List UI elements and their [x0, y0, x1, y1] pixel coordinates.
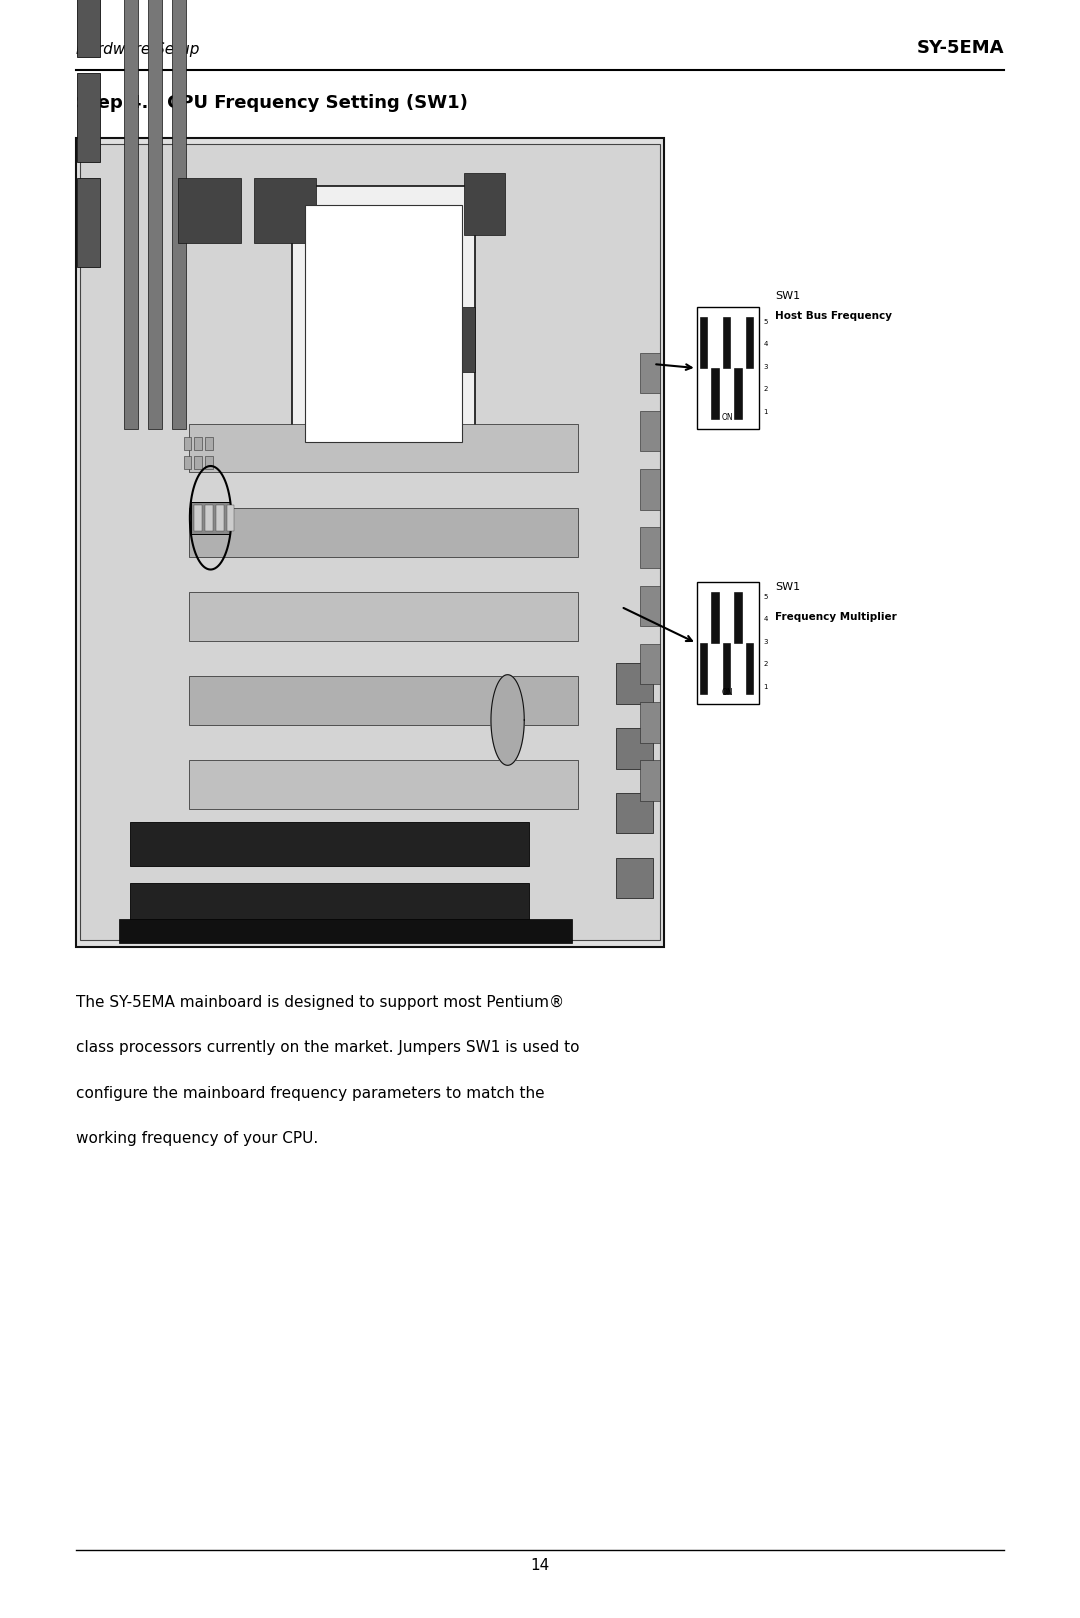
- Bar: [119, 919, 572, 943]
- Bar: [254, 178, 316, 243]
- Bar: [421, 307, 475, 372]
- Bar: [745, 317, 753, 369]
- Bar: [305, 205, 462, 442]
- Bar: [130, 822, 529, 866]
- Bar: [640, 644, 660, 684]
- Bar: [734, 369, 742, 419]
- Bar: [723, 644, 730, 694]
- Bar: [712, 369, 719, 419]
- Bar: [189, 424, 578, 472]
- Text: 3: 3: [764, 364, 768, 371]
- Text: configure the mainboard frequency parameters to match the: configure the mainboard frequency parame…: [76, 1086, 544, 1100]
- Bar: [745, 644, 753, 694]
- Bar: [616, 858, 653, 898]
- Text: 5: 5: [764, 319, 768, 325]
- Text: The SY-5EMA mainboard is designed to support most Pentium®: The SY-5EMA mainboard is designed to sup…: [76, 995, 564, 1010]
- Bar: [205, 456, 213, 469]
- Bar: [616, 663, 653, 704]
- Text: 3: 3: [764, 639, 768, 646]
- Bar: [172, 0, 186, 429]
- Bar: [640, 353, 660, 393]
- Bar: [697, 307, 759, 429]
- Text: SY-5EMA: SY-5EMA: [917, 39, 1004, 57]
- Text: SW1: SW1: [775, 582, 800, 592]
- Text: Hardware Setup: Hardware Setup: [76, 42, 199, 57]
- Bar: [712, 592, 719, 644]
- Bar: [124, 0, 138, 429]
- Bar: [178, 178, 241, 243]
- Bar: [189, 592, 578, 641]
- Bar: [640, 527, 660, 568]
- Bar: [205, 437, 213, 450]
- Bar: [189, 508, 578, 557]
- Bar: [292, 186, 475, 461]
- Bar: [640, 469, 660, 510]
- Bar: [194, 456, 202, 469]
- Text: 1: 1: [764, 409, 768, 414]
- Polygon shape: [491, 675, 524, 765]
- Bar: [640, 586, 660, 626]
- Text: SW1: SW1: [775, 291, 800, 301]
- Text: 1: 1: [764, 684, 768, 689]
- Bar: [205, 505, 213, 531]
- Bar: [700, 644, 707, 694]
- Bar: [616, 793, 653, 833]
- Text: ON: ON: [723, 413, 733, 422]
- Text: class processors currently on the market. Jumpers SW1 is used to: class processors currently on the market…: [76, 1040, 579, 1055]
- Bar: [697, 582, 759, 704]
- Text: Host Bus Frequency: Host Bus Frequency: [775, 311, 892, 320]
- Text: 5: 5: [764, 594, 768, 600]
- Bar: [734, 592, 742, 644]
- Bar: [77, 73, 100, 162]
- Text: ON: ON: [723, 688, 733, 697]
- Text: 2: 2: [764, 662, 768, 667]
- Bar: [77, 0, 100, 57]
- Bar: [723, 317, 730, 369]
- Text: 14: 14: [530, 1558, 550, 1573]
- Bar: [640, 702, 660, 743]
- Bar: [194, 437, 202, 450]
- Bar: [148, 0, 162, 429]
- Bar: [194, 505, 202, 531]
- Text: 2: 2: [764, 387, 768, 392]
- Bar: [77, 178, 100, 267]
- Bar: [346, 307, 391, 356]
- Bar: [227, 505, 234, 531]
- Bar: [616, 728, 653, 769]
- Text: 4: 4: [764, 616, 768, 623]
- Bar: [216, 505, 224, 531]
- Bar: [700, 317, 707, 369]
- Bar: [76, 138, 664, 947]
- Text: Frequency Multiplier: Frequency Multiplier: [775, 612, 897, 621]
- Bar: [130, 883, 529, 927]
- Bar: [640, 411, 660, 451]
- Bar: [464, 173, 505, 235]
- Bar: [184, 437, 191, 450]
- Bar: [189, 760, 578, 809]
- Bar: [640, 760, 660, 801]
- Text: Step 4.   CPU Frequency Setting (SW1): Step 4. CPU Frequency Setting (SW1): [76, 94, 468, 112]
- Bar: [191, 502, 230, 534]
- Text: 4: 4: [764, 341, 768, 348]
- Bar: [184, 456, 191, 469]
- Bar: [189, 676, 578, 725]
- Bar: [80, 144, 660, 940]
- Text: working frequency of your CPU.: working frequency of your CPU.: [76, 1131, 318, 1146]
